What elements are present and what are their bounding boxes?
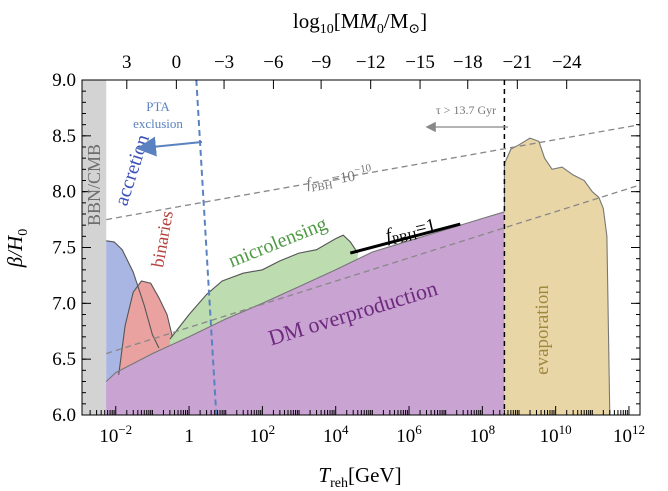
top-tick-label: −21 [502, 52, 532, 73]
pta-arrow [136, 136, 203, 157]
top-tick-label: 3 [122, 52, 132, 73]
top-tick-label: −24 [552, 52, 582, 73]
region-outline [105, 211, 505, 382]
fpbh-dashed-line-lower [106, 184, 640, 355]
y-tick-label: 7.5 [52, 238, 76, 259]
x-tick-label: 1010 [540, 422, 572, 447]
y-tick-label: 9.0 [52, 70, 76, 91]
region-outline [118, 280, 173, 375]
top-tick-label: −6 [263, 52, 283, 73]
tau-label: τ > 13.7 Gyr [436, 103, 496, 117]
accretion-label: accretion [111, 132, 155, 208]
x-tick-label: 10−2 [99, 422, 132, 447]
top-tick-label: −15 [405, 52, 435, 73]
top-tick-label: −9 [311, 52, 331, 73]
x-tick-label: 108 [470, 422, 496, 447]
top-tick-label: −3 [214, 52, 234, 73]
region-outline [169, 234, 359, 340]
top-tick-label: 0 [172, 52, 182, 73]
x-tick-label: 104 [323, 422, 349, 447]
pta-dashed-line [195, 80, 218, 415]
top-axis-title: log10[MM0/M⊙] [293, 9, 427, 37]
y-axis-title: β/H0 [3, 229, 31, 268]
y-tick-label: 8.5 [52, 126, 76, 147]
y-tick-label: 8.0 [52, 182, 76, 203]
axis-ticks [82, 79, 641, 416]
fpbh-dashed-line-1e-10 [106, 124, 640, 221]
y-tick-label: 6.5 [52, 349, 76, 370]
y-tick-label: 7.0 [52, 293, 76, 314]
x-tick-label: 1 [184, 426, 194, 447]
region-dm-overproduction [106, 211, 505, 415]
x-tick-label: 106 [396, 422, 422, 447]
evaporation-label: evaporation [532, 285, 553, 375]
x-tick-label: 1012 [613, 422, 645, 447]
x-axis-title: Treh[GeV] [318, 463, 401, 491]
pta-label: PTA [146, 99, 170, 114]
fpbh-1-label: fPBH=1 [384, 215, 439, 249]
fpbh-1e-10-label: fPBH=10−10 [305, 162, 375, 195]
y-tick-label: 6.0 [52, 405, 76, 426]
top-tick-labels: 3 0 −3 −6 −9 −12 −15 −18 −21 −24 [122, 52, 582, 73]
x-tick-labels: 10−2 1 102 104 106 108 1010 1012 [99, 422, 645, 447]
x-tick-label: 102 [250, 422, 276, 447]
fpbh-equals-one-line [349, 222, 461, 255]
pta-exclusion-label: exclusion [133, 116, 183, 131]
y-tick-labels: 6.0 6.5 7.0 7.5 8.0 8.5 9.0 [52, 70, 76, 426]
region-outline [106, 240, 160, 349]
binaries-label: binaries [147, 209, 177, 269]
top-tick-label: −12 [356, 52, 386, 73]
region-evaporation [504, 138, 610, 415]
top-tick-label: −18 [453, 52, 483, 73]
bbn-cmb-label: BBN/CMB [84, 144, 104, 226]
